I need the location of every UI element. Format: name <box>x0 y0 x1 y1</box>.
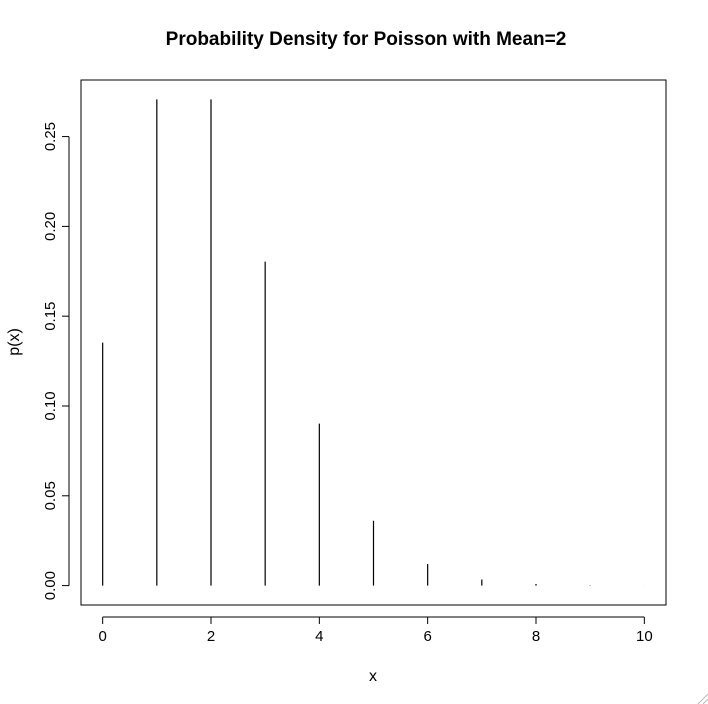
y-axis-label: p(x) <box>6 328 23 356</box>
y-tick-label: 0.05 <box>42 481 59 510</box>
y-tick-label: 0.25 <box>42 122 59 151</box>
y-axis: 0.00 0.05 0.10 0.15 0.20 0.25 <box>42 122 70 600</box>
x-axis: 0 2 4 6 8 10 <box>98 616 653 645</box>
bar-group <box>102 99 645 586</box>
y-tick-label: 0.20 <box>42 212 59 241</box>
x-tick-label: 10 <box>636 628 653 645</box>
chart-title: Probability Density for Poisson with Mea… <box>166 29 567 50</box>
plot-frame <box>80 79 667 606</box>
resize-grip-icon[interactable] <box>697 693 708 704</box>
y-tick-label: 0.10 <box>42 391 59 420</box>
y-tick-label: 0.00 <box>42 571 59 600</box>
x-tick-label: 6 <box>423 628 431 645</box>
x-tick-label: 0 <box>98 628 106 645</box>
x-axis-label: x <box>369 668 377 685</box>
x-tick-label: 4 <box>315 628 323 645</box>
x-tick-label: 8 <box>532 628 540 645</box>
x-tick-label: 2 <box>207 628 215 645</box>
y-tick-label: 0.15 <box>42 302 59 331</box>
